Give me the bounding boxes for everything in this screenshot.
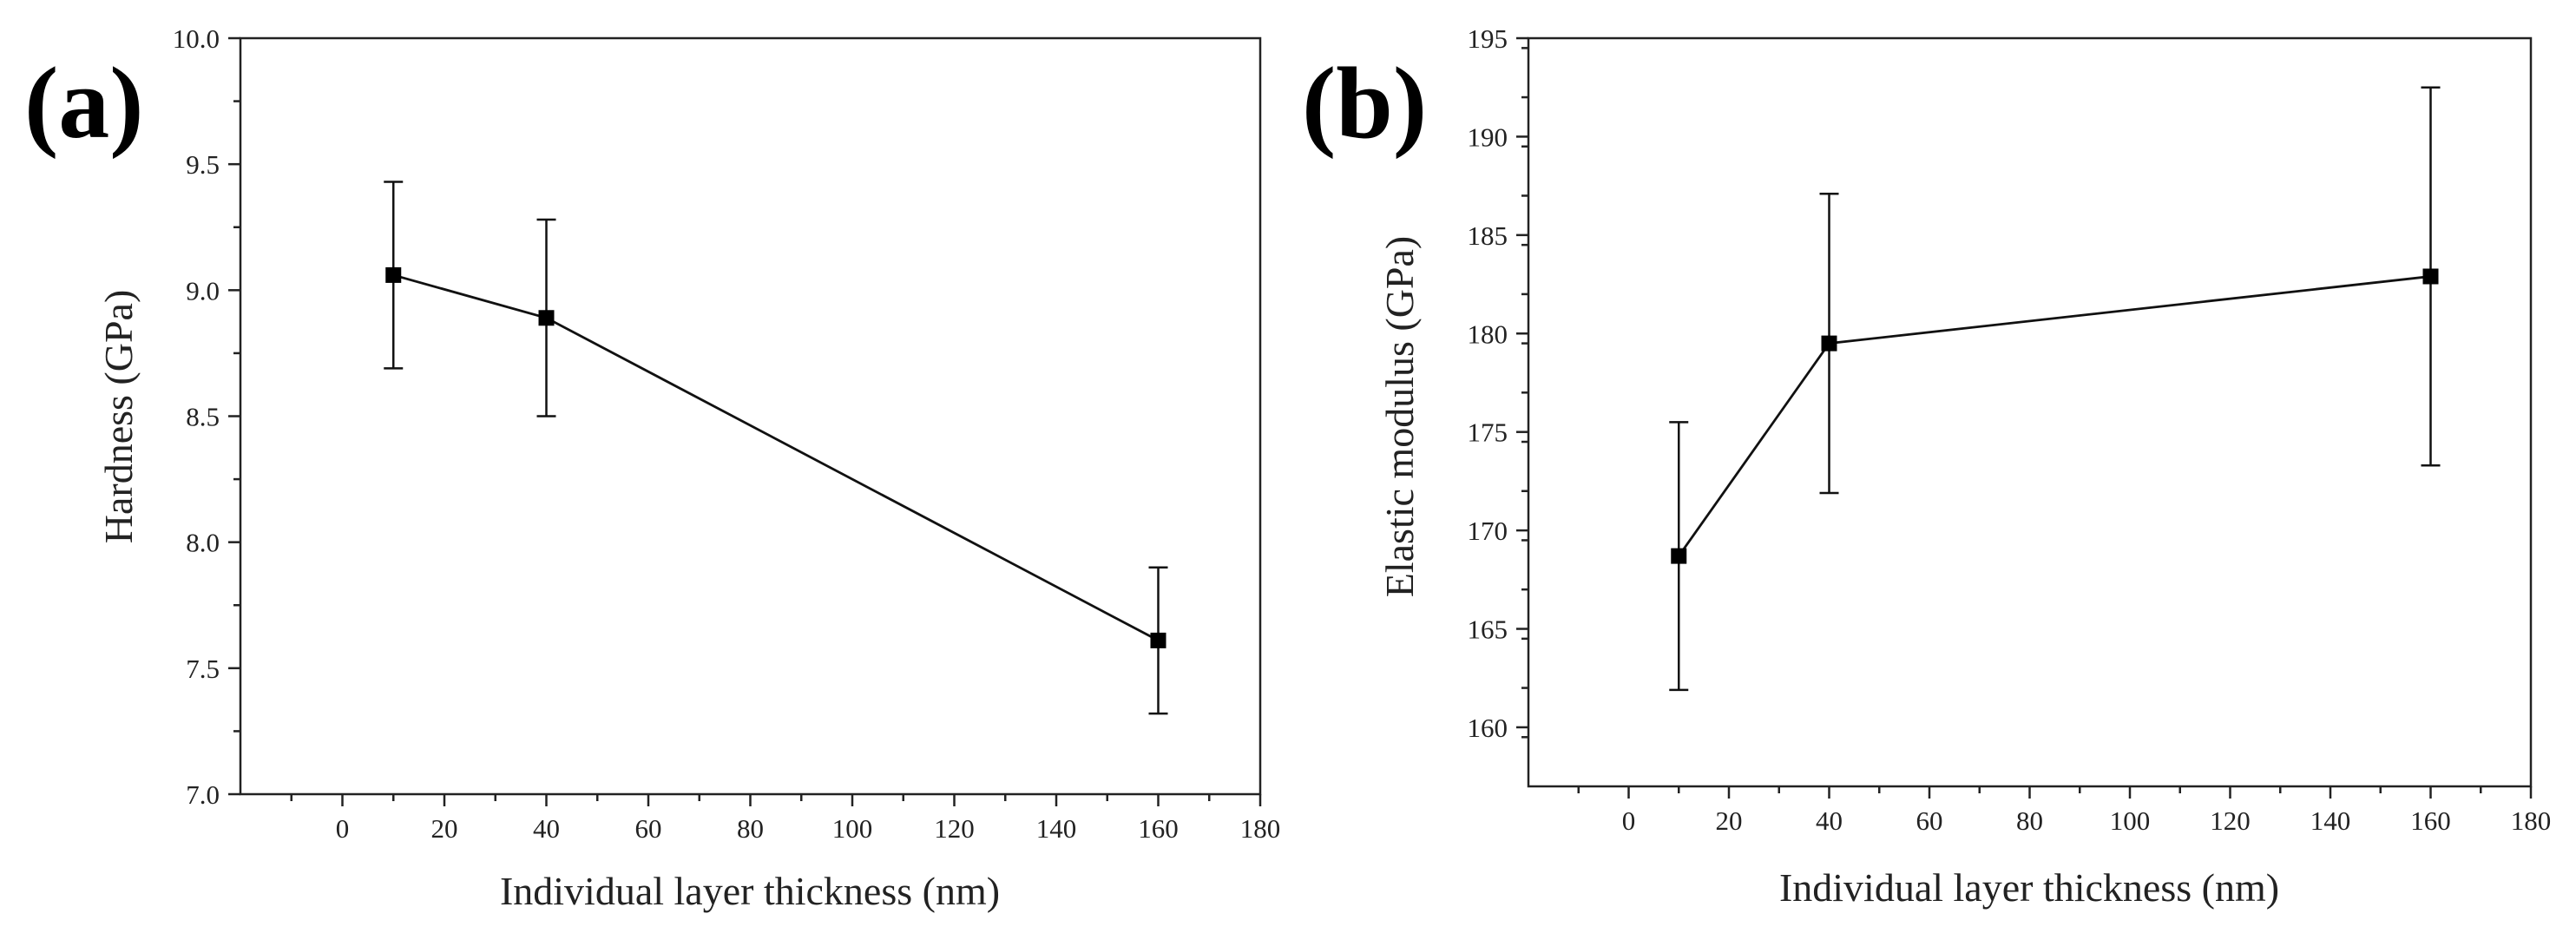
x-tick-label: 20 (1716, 805, 1743, 836)
x-tick-label: 60 (635, 813, 662, 844)
y-tick-label: 7.0 (186, 779, 220, 810)
y-axis-title-b: Elastic modulus (GPa) (1377, 236, 1422, 598)
axis-ticks-b (1516, 36, 2533, 799)
axis-ticks-a (228, 36, 1262, 806)
x-tick-label: 100 (2110, 805, 2151, 836)
x-axis-title-a: Individual layer thickness (nm) (500, 869, 1000, 913)
y-tick-label: 160 (1468, 713, 1508, 743)
data-point-marker (2422, 268, 2439, 285)
y-tick-label: 180 (1468, 319, 1508, 349)
panel-label-b: (b) (1302, 46, 1427, 160)
x-tick-label: 120 (2210, 805, 2251, 836)
hardness-series-line (392, 273, 1160, 642)
panel-label-a: (a) (24, 46, 144, 160)
x-tick-label: 160 (2410, 805, 2451, 836)
chart-elastic-modulus: (b) 0 20 40 60 80 100 120 140 160 180 160 165 170 17… (1302, 23, 2551, 910)
y-tick-label: 165 (1468, 615, 1508, 645)
x-tick-labels-a: 0 20 40 60 80 100 120 140 160 180 (336, 813, 1281, 844)
x-tick-label: 140 (1036, 813, 1077, 844)
elastic-modulus-series-line (1678, 275, 2431, 557)
x-tick-label: 40 (533, 813, 560, 844)
y-tick-label: 195 (1468, 23, 1508, 54)
x-tick-label: 180 (2511, 805, 2552, 836)
y-tick-label: 8.5 (186, 402, 220, 432)
error-bars-a (384, 181, 1168, 715)
chart-hardness: (a) 0 20 40 60 80 100 120 140 160 180 7.0 7.5 8.0 8.… (24, 23, 1280, 913)
x-axis-title-b: Individual layer thickness (nm) (1779, 865, 2279, 910)
y-axis-title-a: Hardness (GPa) (96, 290, 141, 544)
plot-frame-a (239, 36, 1262, 796)
data-point-marker (538, 310, 555, 326)
x-tick-label: 120 (934, 813, 975, 844)
x-tick-label: 0 (1622, 805, 1636, 836)
y-tick-label: 8.0 (186, 528, 220, 558)
x-tick-label: 0 (336, 813, 350, 844)
y-tick-label: 7.5 (186, 654, 220, 684)
x-tick-label: 80 (2016, 805, 2043, 836)
data-markers-b (1671, 268, 2439, 564)
error-bars-b (1669, 86, 2441, 692)
data-point-marker (1821, 335, 1837, 352)
x-tick-labels-b: 0 20 40 60 80 100 120 140 160 180 (1622, 805, 2552, 836)
y-tick-label: 170 (1468, 516, 1508, 546)
y-tick-label: 190 (1468, 122, 1508, 152)
y-tick-labels-a: 7.0 7.5 8.0 8.5 9.0 9.5 10.0 (173, 23, 220, 810)
x-tick-label: 60 (1916, 805, 1943, 836)
y-tick-labels-b: 160 165 170 175 180 185 190 195 (1468, 23, 1508, 743)
data-point-marker (1671, 548, 1687, 564)
data-point-marker (1150, 632, 1166, 648)
x-tick-label: 80 (737, 813, 764, 844)
x-tick-label: 20 (431, 813, 458, 844)
y-tick-label: 9.0 (186, 275, 220, 306)
x-tick-label: 180 (1240, 813, 1281, 844)
x-tick-label: 160 (1138, 813, 1179, 844)
y-tick-label: 10.0 (173, 23, 220, 54)
x-tick-label: 100 (832, 813, 873, 844)
y-tick-label: 9.5 (186, 149, 220, 180)
data-point-marker (385, 266, 402, 283)
data-markers-a (385, 266, 1166, 648)
x-tick-label: 40 (1816, 805, 1843, 836)
x-tick-label: 140 (2310, 805, 2351, 836)
y-tick-label: 185 (1468, 220, 1508, 251)
y-tick-label: 175 (1468, 417, 1508, 448)
